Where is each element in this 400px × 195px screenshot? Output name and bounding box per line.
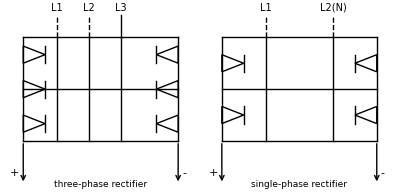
- Text: single-phase rectifier: single-phase rectifier: [251, 180, 347, 189]
- Text: L2(N): L2(N): [320, 3, 346, 13]
- Text: -: -: [381, 168, 385, 178]
- Text: L1: L1: [260, 3, 271, 13]
- Text: +: +: [208, 168, 218, 178]
- Text: three-phase rectifier: three-phase rectifier: [54, 180, 147, 189]
- Text: L1: L1: [51, 3, 63, 13]
- Text: +: +: [10, 168, 19, 178]
- Text: L2: L2: [83, 3, 95, 13]
- Text: L3: L3: [115, 3, 126, 13]
- Text: -: -: [182, 168, 186, 178]
